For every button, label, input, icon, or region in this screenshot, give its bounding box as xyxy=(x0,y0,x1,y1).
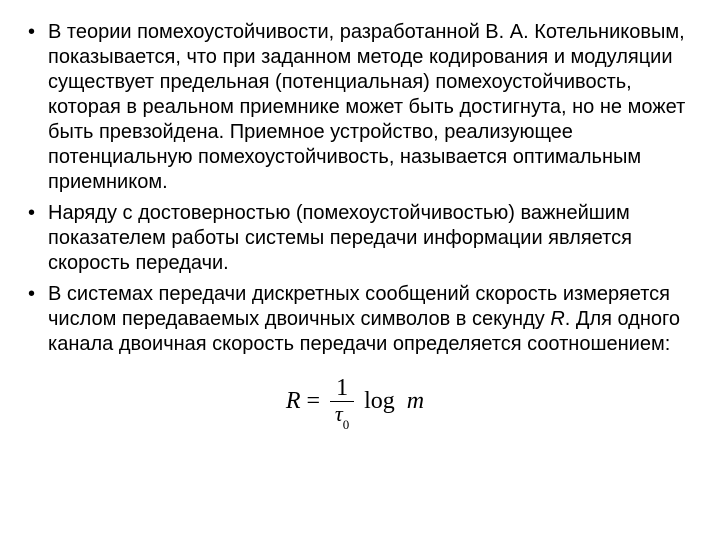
list-item: Наряду с достоверностью (помехоустойчиво… xyxy=(20,201,690,276)
formula-arg: m xyxy=(407,388,424,414)
formula-den-sub: 0 xyxy=(343,417,350,432)
bullet-list: В теории помехоустойчивости, разработанн… xyxy=(20,20,690,357)
formula-denominator: τ0 xyxy=(330,402,354,430)
formula-fn: log xyxy=(364,388,395,414)
list-item: В системах передачи дискретных сообщений… xyxy=(20,282,690,357)
formula-numerator: 1 xyxy=(330,375,354,402)
bullet-text: В теории помехоустойчивости, разработанн… xyxy=(48,21,685,193)
bullet-text: Наряду с достоверностью (помехоустойчиво… xyxy=(48,202,632,274)
bullet-text-var: R xyxy=(550,308,564,330)
formula-fraction: 1 τ0 xyxy=(330,375,354,430)
formula-lhs: R xyxy=(286,388,301,414)
formula: R = 1 τ0 log m xyxy=(20,375,690,430)
formula-eq: = xyxy=(307,388,321,414)
list-item: В теории помехоустойчивости, разработанн… xyxy=(20,20,690,195)
slide: В теории помехоустойчивости, разработанн… xyxy=(0,0,720,540)
formula-den-sym: τ xyxy=(335,401,343,426)
